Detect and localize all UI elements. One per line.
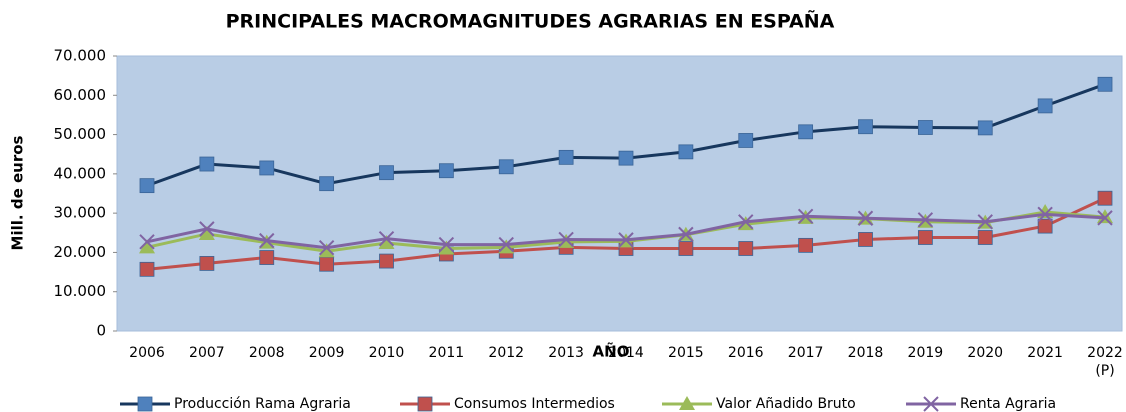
marker: [378, 230, 395, 247]
legend-label: Consumos Intermedios: [454, 396, 615, 412]
marker: [1097, 210, 1113, 226]
marker: [679, 396, 695, 410]
y-tick-label: 10.000: [54, 282, 107, 300]
marker: [139, 178, 155, 194]
x-tick-label: 2018: [848, 345, 884, 361]
marker: [977, 214, 993, 230]
legend-label: Producción Rama Agraria: [174, 396, 351, 412]
x-tick-label: 2012: [488, 345, 524, 361]
marker: [857, 210, 874, 226]
marker: [1097, 190, 1113, 206]
marker: [198, 225, 215, 240]
plot-area: [116, 55, 1123, 332]
x-tick-label: 2010: [369, 345, 405, 361]
x-tick-label: 2017: [788, 345, 824, 361]
x-axis-label: AÑO: [593, 342, 630, 361]
x-tick-label: 2011: [429, 345, 465, 361]
marker: [438, 240, 455, 255]
marker: [199, 156, 215, 172]
legend-item: Valor Añadido Bruto: [662, 396, 856, 412]
marker: [259, 250, 275, 265]
marker: [1037, 206, 1053, 223]
x-tick-label: 2020: [967, 345, 1003, 361]
chart-title: PRINCIPALES MACROMAGNITUDES AGRARIAS EN …: [226, 9, 835, 33]
y-tick-label: 0: [96, 322, 106, 340]
y-tick-label: 50.000: [54, 125, 107, 143]
marker: [1037, 218, 1053, 234]
marker: [738, 214, 754, 230]
marker: [137, 396, 153, 412]
y-tick-label: 40.000: [54, 164, 107, 182]
marker: [558, 231, 574, 248]
x-tick-label: 2019: [908, 345, 944, 361]
y-tick-label: 30.000: [54, 204, 107, 222]
legend-label: Renta Agraria: [960, 396, 1056, 412]
marker: [139, 261, 155, 277]
legend-item: Consumos Intermedios: [400, 396, 615, 412]
marker: [139, 239, 155, 254]
marker: [318, 243, 335, 258]
x-tick-label: 2016: [728, 345, 764, 361]
marker: [678, 144, 694, 160]
marker: [498, 236, 514, 253]
x-tick-label: 2007: [189, 345, 225, 361]
marker: [558, 149, 574, 165]
marker: [319, 176, 335, 192]
marker: [858, 119, 873, 135]
marker: [1097, 76, 1113, 92]
marker: [678, 226, 694, 243]
marker: [438, 236, 455, 253]
legend-item: Producción Rama Agraria: [120, 396, 351, 412]
marker: [139, 234, 155, 250]
marker: [797, 208, 814, 224]
x-tick-label: 2022 (P): [1087, 345, 1123, 379]
marker: [379, 253, 394, 269]
marker: [858, 232, 873, 247]
marker: [917, 120, 933, 135]
marker: [738, 133, 754, 148]
marker: [678, 241, 694, 256]
marker: [379, 165, 394, 181]
marker: [1097, 209, 1113, 224]
x-tick-label: 2008: [249, 345, 285, 361]
x-tick-label: 2009: [309, 345, 345, 361]
marker: [917, 212, 934, 228]
marker: [417, 396, 433, 412]
legend-item: Renta Agraria: [906, 396, 1056, 412]
marker: [498, 159, 514, 175]
x-tick-label: 2015: [668, 345, 704, 361]
marker: [319, 256, 335, 272]
y-axis-label: Mill. de euros: [9, 135, 27, 250]
marker: [199, 256, 215, 271]
marker: [199, 221, 215, 237]
marker: [438, 163, 454, 179]
marker: [917, 230, 933, 245]
marker: [977, 230, 993, 245]
marker: [923, 396, 939, 412]
marker: [378, 235, 395, 249]
y-tick-label: 20.000: [54, 243, 107, 261]
marker: [977, 120, 993, 136]
legend-label: Valor Añadido Bruto: [716, 396, 856, 412]
x-tick-label: 2013: [548, 345, 584, 361]
y-tick-label: 60.000: [54, 86, 107, 104]
marker: [618, 150, 634, 166]
x-tick-label: 2014: [608, 345, 644, 361]
marker: [259, 160, 275, 176]
marker: [1037, 98, 1053, 114]
x-tick-label: 2021: [1027, 345, 1063, 361]
marker: [738, 241, 754, 256]
marker: [798, 237, 814, 253]
marker: [318, 240, 335, 256]
marker: [618, 232, 634, 248]
marker: [798, 124, 814, 140]
y-tick-label: 70.000: [54, 47, 107, 65]
marker: [259, 232, 275, 249]
x-tick-label: 2006: [129, 345, 165, 361]
